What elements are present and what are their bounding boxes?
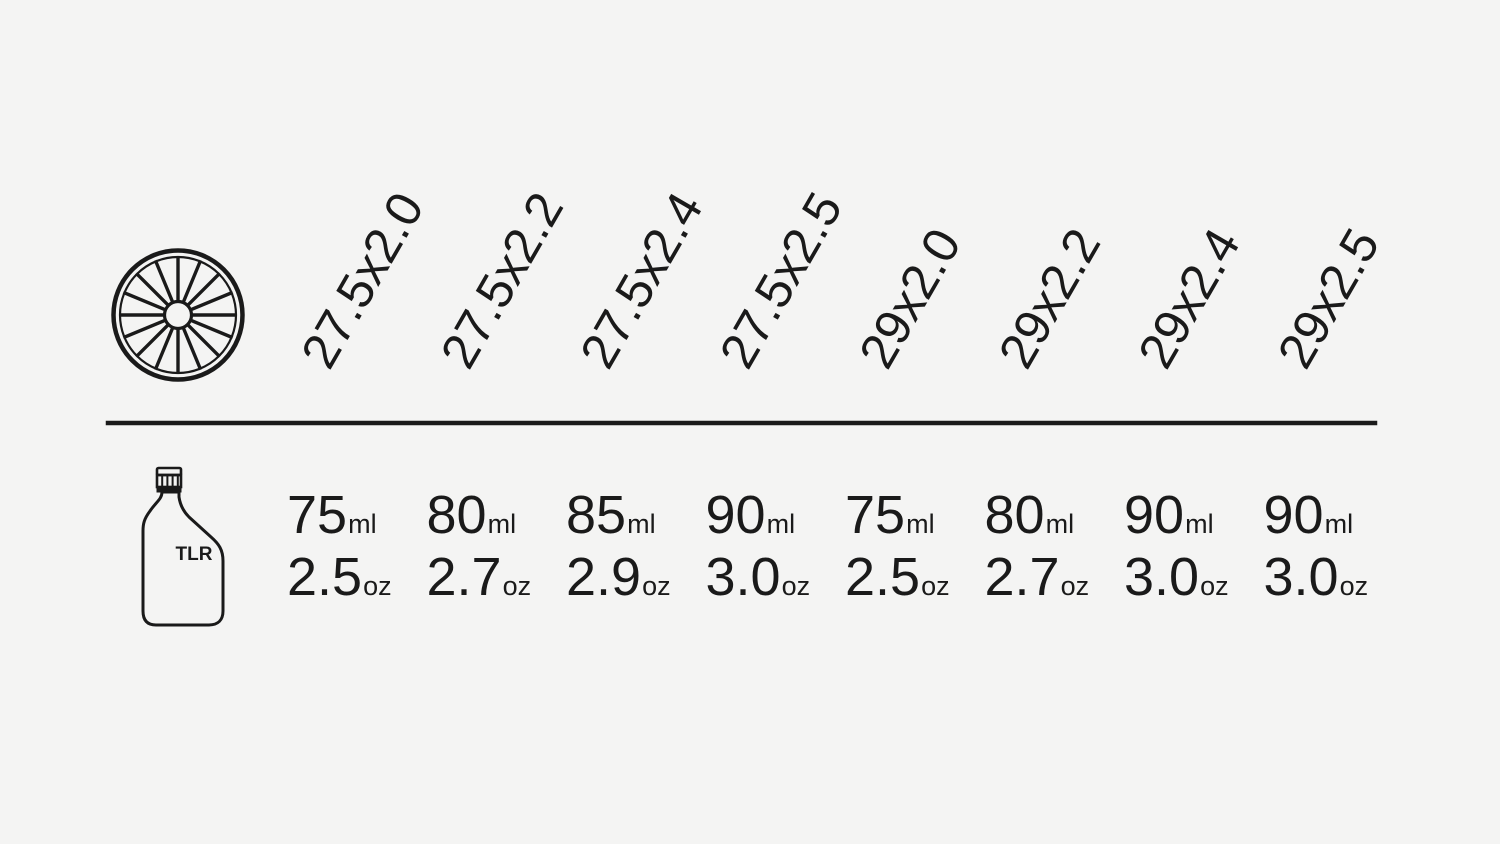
svg-text:3.0oz: 3.0oz [1124, 547, 1229, 607]
svg-text:80ml: 80ml [985, 485, 1075, 545]
svg-text:29x2.4: 29x2.4 [1127, 219, 1251, 377]
svg-text:2.5oz: 2.5oz [287, 547, 392, 607]
svg-text:29x2.5: 29x2.5 [1267, 219, 1391, 377]
svg-text:90ml: 90ml [706, 485, 796, 545]
svg-text:3.0oz: 3.0oz [706, 547, 811, 607]
svg-text:90ml: 90ml [1124, 485, 1214, 545]
svg-text:3.0oz: 3.0oz [1264, 547, 1369, 607]
svg-text:27.5x2.4: 27.5x2.4 [569, 183, 713, 377]
svg-text:TLR: TLR [176, 544, 213, 565]
svg-text:75ml: 75ml [287, 485, 377, 545]
svg-text:2.7oz: 2.7oz [985, 547, 1090, 607]
svg-text:27.5x2.5: 27.5x2.5 [709, 183, 853, 377]
svg-text:75ml: 75ml [845, 485, 935, 545]
svg-text:2.9oz: 2.9oz [566, 547, 671, 607]
svg-text:29x2.0: 29x2.0 [848, 219, 972, 377]
svg-text:27.5x2.2: 27.5x2.2 [430, 183, 574, 377]
svg-text:85ml: 85ml [566, 485, 656, 545]
svg-text:80ml: 80ml [427, 485, 517, 545]
svg-text:90ml: 90ml [1264, 485, 1354, 545]
svg-text:27.5x2.0: 27.5x2.0 [290, 183, 434, 377]
svg-text:2.5oz: 2.5oz [845, 547, 950, 607]
svg-text:2.7oz: 2.7oz [427, 547, 532, 607]
svg-text:29x2.2: 29x2.2 [988, 219, 1112, 377]
